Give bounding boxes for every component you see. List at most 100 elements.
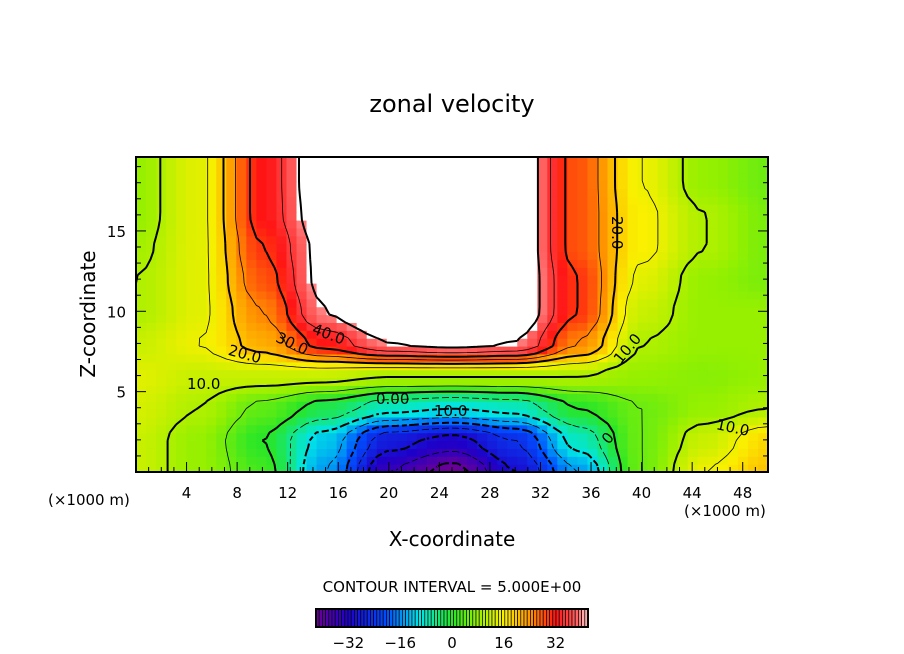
field-cell	[677, 243, 689, 253]
field-cell	[497, 243, 508, 253]
field-cell	[246, 424, 257, 434]
field-cell	[276, 464, 288, 473]
field-cell	[406, 424, 418, 434]
field-cell	[477, 314, 488, 323]
field-cell	[256, 346, 268, 355]
field-cell	[186, 204, 197, 213]
field-cell	[186, 361, 197, 371]
field-cell	[747, 275, 759, 284]
field-cell	[296, 361, 308, 371]
field-cell	[657, 196, 669, 205]
field-cell	[156, 424, 167, 434]
field-cell	[547, 322, 558, 331]
field-cell	[356, 401, 368, 410]
field-cell	[637, 346, 649, 355]
field-cell	[166, 204, 177, 213]
field-cell	[627, 464, 639, 473]
field-cell	[647, 306, 659, 316]
field-cell	[346, 432, 358, 442]
field-cell	[406, 164, 418, 174]
field-cell	[697, 330, 709, 339]
field-cell	[717, 369, 729, 379]
field-cell	[467, 456, 478, 465]
colorbar-ticks: −32 −16 0 16 32	[333, 634, 566, 652]
field-cell	[487, 353, 498, 363]
field-cell	[446, 251, 458, 260]
field-cell	[306, 164, 318, 174]
field-cell	[547, 353, 558, 363]
field-cell	[747, 448, 759, 457]
field-cell	[406, 440, 418, 449]
field-cell	[406, 314, 418, 323]
field-cell	[667, 314, 679, 323]
field-cell	[396, 448, 408, 457]
field-cell	[697, 298, 709, 308]
field-cell	[366, 196, 378, 205]
field-cell	[647, 243, 659, 253]
field-cell	[146, 361, 157, 371]
field-cell	[266, 369, 278, 379]
field-cell	[386, 290, 398, 300]
field-cell	[667, 220, 679, 229]
field-cell	[276, 401, 288, 410]
field-cell	[306, 330, 318, 339]
contour-line	[345, 421, 556, 473]
field-cell	[396, 164, 408, 174]
field-cell	[717, 298, 729, 308]
field-cell	[757, 377, 769, 386]
field-cell	[467, 259, 478, 268]
field-cell	[286, 393, 298, 402]
field-cell	[527, 440, 538, 449]
field-cell	[587, 314, 599, 323]
field-cell	[216, 338, 227, 347]
field-cell	[707, 172, 719, 182]
field-cell	[166, 180, 177, 190]
field-cell	[136, 220, 147, 229]
field-cell	[627, 401, 639, 410]
field-cell	[336, 227, 348, 237]
field-cell	[366, 275, 378, 284]
field-cell	[176, 409, 187, 418]
field-cell	[737, 338, 749, 347]
field-cell	[607, 456, 619, 465]
field-cell	[557, 464, 568, 473]
field-cell	[667, 204, 679, 213]
field-cell	[436, 416, 448, 426]
field-cell	[647, 369, 659, 379]
field-cell	[166, 259, 177, 268]
field-cell	[226, 448, 237, 457]
field-cell	[146, 456, 157, 465]
field-cell	[757, 440, 769, 449]
field-cell	[647, 346, 659, 355]
field-cell	[697, 227, 709, 237]
field-cell	[426, 409, 438, 418]
field-cell	[446, 385, 458, 394]
field-cell	[697, 290, 709, 300]
field-cell	[607, 227, 619, 237]
field-cell	[617, 464, 629, 473]
field-cell	[276, 235, 288, 245]
field-cell	[537, 464, 548, 473]
colorbar-swatch	[510, 608, 515, 628]
field-cell	[276, 314, 288, 323]
field-cell	[477, 416, 488, 426]
field-cell	[607, 409, 619, 418]
field-cell	[617, 432, 629, 442]
field-cell	[657, 456, 669, 465]
field-cell	[356, 322, 368, 331]
field-cell	[236, 432, 247, 442]
field-cell	[547, 369, 558, 379]
x-tick-label: 4	[182, 484, 192, 502]
field-cell	[557, 259, 568, 268]
field-cell	[547, 204, 558, 213]
field-cell	[567, 346, 578, 355]
field-cell	[727, 346, 739, 355]
field-cell	[296, 338, 308, 347]
field-cell	[727, 330, 739, 339]
field-cell	[497, 164, 508, 174]
field-cell	[396, 369, 408, 379]
field-cell	[136, 243, 147, 253]
field-cell	[487, 409, 498, 418]
field-cell	[707, 235, 719, 245]
field-cell	[276, 330, 288, 339]
